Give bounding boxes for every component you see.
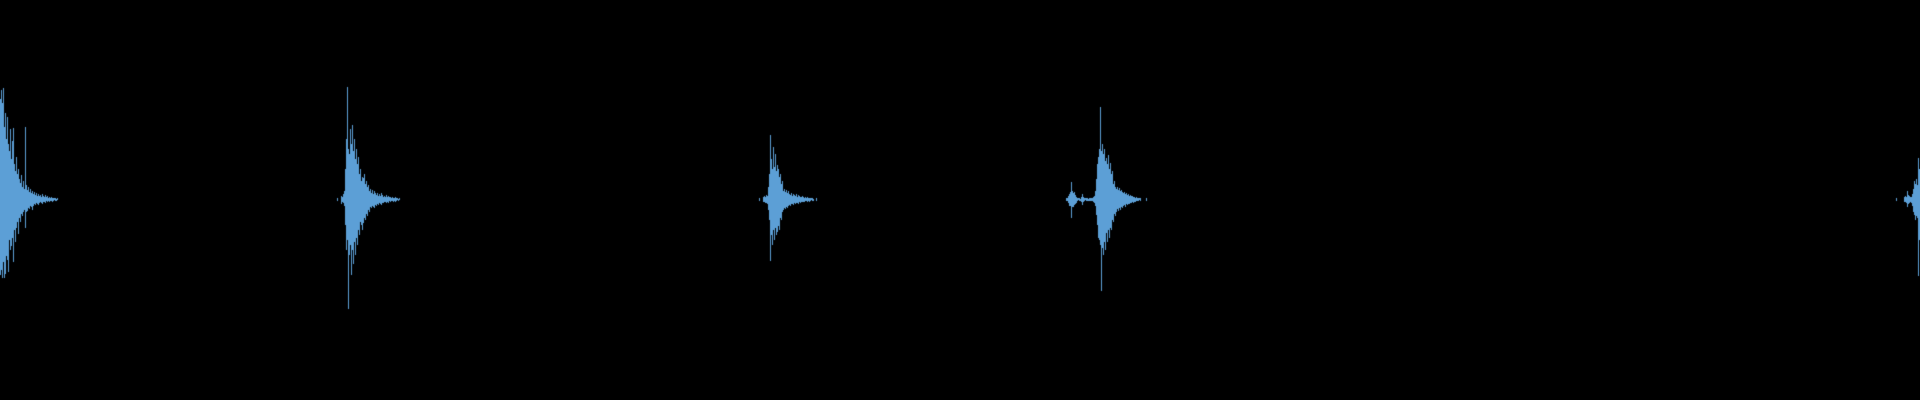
audio-waveform-view xyxy=(0,0,1920,400)
audio-waveform-canvas xyxy=(0,0,1920,400)
